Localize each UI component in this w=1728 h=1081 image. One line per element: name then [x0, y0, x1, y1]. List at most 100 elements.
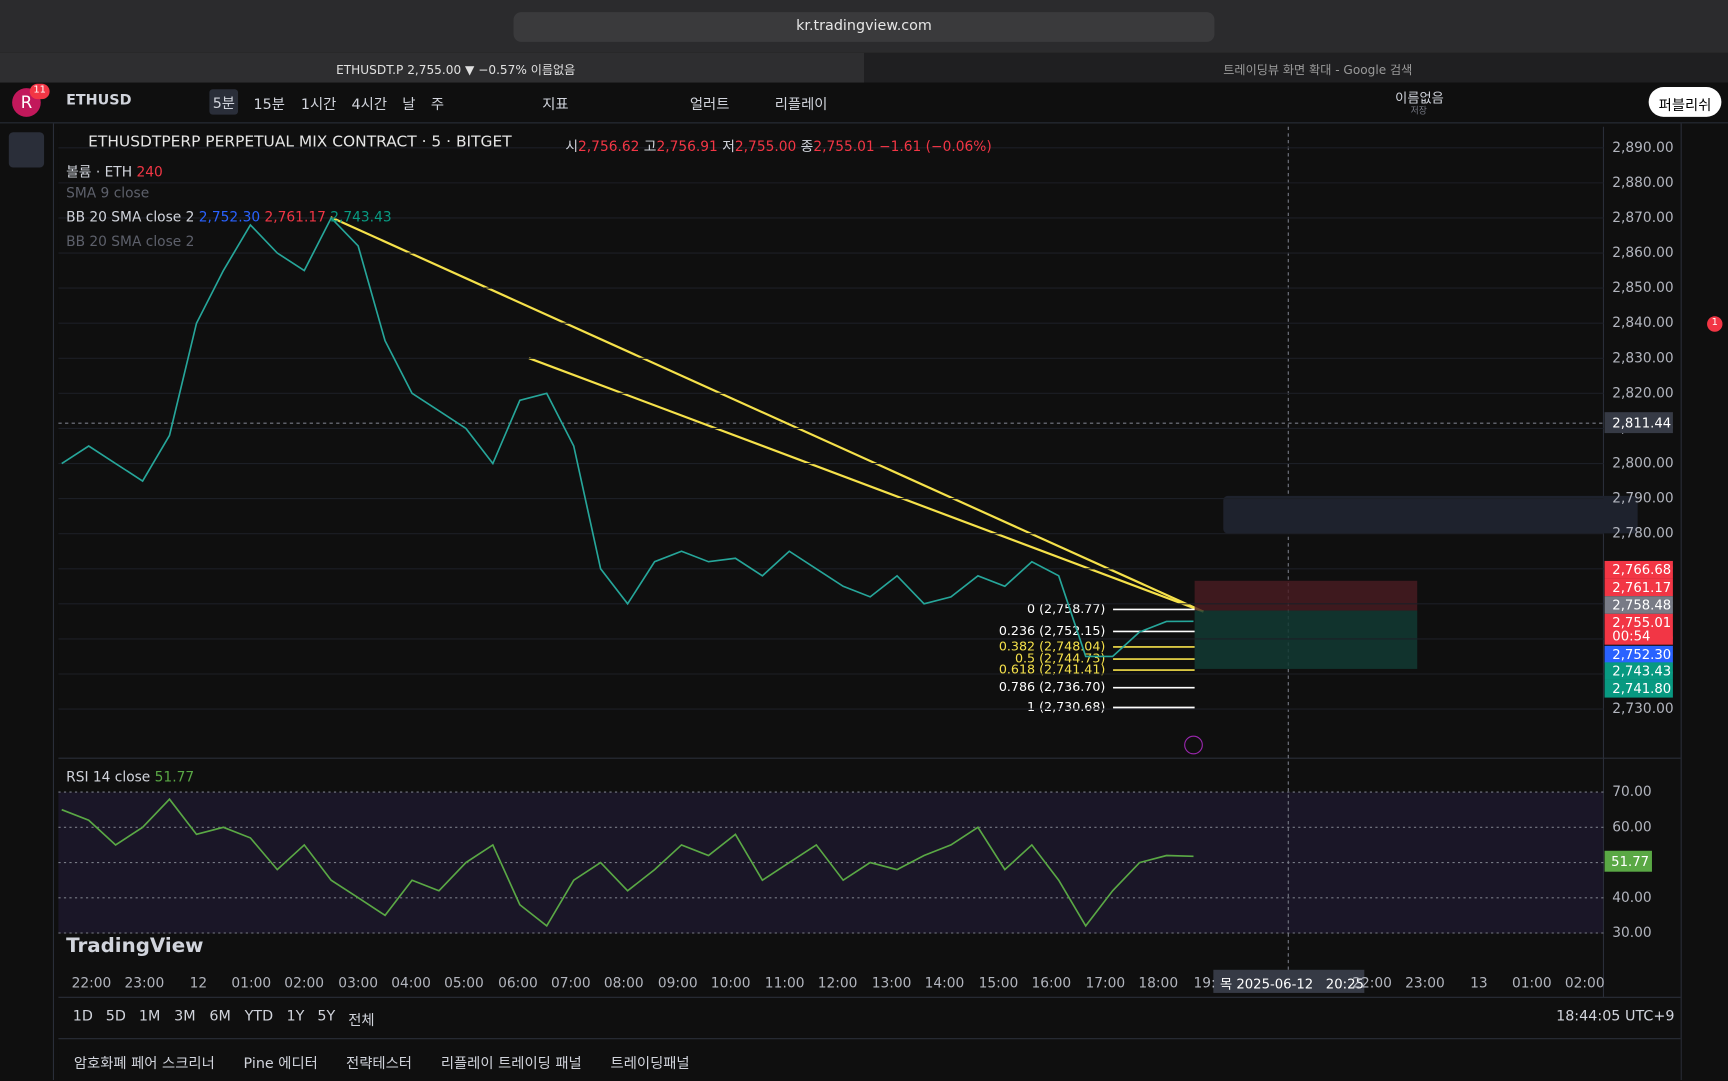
bb-basis: 2,752.30	[198, 208, 261, 225]
logo: TradingView	[66, 934, 203, 957]
symbol-search[interactable]: ETHUSD	[66, 92, 132, 110]
time-label: 09:00	[657, 974, 698, 991]
time-label: 13	[1470, 974, 1488, 991]
time-label: 11:00	[764, 974, 805, 991]
range-button[interactable]: 1M	[138, 1008, 161, 1025]
floating-toolbar[interactable]	[1223, 495, 1638, 534]
event-icon[interactable]	[1184, 735, 1203, 755]
trend-line[interactable]	[330, 216, 1204, 613]
low-label: 저	[722, 137, 735, 155]
bottom-tab[interactable]: 트레이딩패널	[610, 1055, 690, 1073]
time-label: 22:00	[71, 974, 112, 991]
time-label: 04:00	[391, 974, 431, 991]
high-value: 2,756.91	[656, 137, 718, 155]
trend-line[interactable]	[528, 357, 1204, 613]
open-label: 시	[565, 137, 579, 155]
fib-label: 0.786 (2,736.70)	[999, 679, 1106, 694]
url[interactable]: kr.tradingview.com	[796, 17, 932, 35]
tab-title[interactable]: ETHUSDT.P 2,755.00 ▼ −0.57% 이름없음	[336, 62, 576, 78]
interval-button[interactable]: 1시간	[300, 96, 337, 114]
alert-button[interactable]: 얼러트	[689, 96, 730, 114]
time-label: 18:00	[1138, 974, 1179, 991]
rsi-legend: RSI 14 close 51.77	[66, 768, 194, 785]
price-tag-box	[1604, 596, 1673, 614]
bottom-tab[interactable]: 암호화폐 페어 스크리너	[73, 1055, 215, 1073]
price-tag: 2,758.48	[1612, 597, 1672, 613]
fib-label: 0.618 (2,741.41)	[999, 662, 1106, 677]
range-button[interactable]: 5Y	[317, 1008, 336, 1025]
fib-label: 0.382 (2,748.04)	[999, 638, 1106, 653]
y-tick-label: 2,880.00	[1612, 175, 1673, 191]
badge-count: 11	[33, 84, 46, 96]
range-button[interactable]: YTD	[244, 1008, 274, 1025]
interval-button[interactable]: 주	[430, 96, 445, 114]
bottom-tab[interactable]: 전략테스터	[346, 1055, 412, 1073]
publish-label[interactable]: 퍼블리쉬	[1658, 98, 1712, 115]
bb-legend: BB 20 SMA close 2 2,752.30 2,761.17 2,74…	[66, 208, 391, 225]
rsi-label: RSI 14 close	[66, 768, 151, 785]
time-label: 22:00	[1352, 974, 1392, 991]
bottom-panel	[58, 1038, 1681, 1081]
price-tag: 2,752.30	[1612, 646, 1672, 663]
fib-retracement[interactable]: 0 (2,758.77) 0.236 (2,752.15)0.382 (2,748…	[999, 601, 1195, 714]
fib-label: 1 (2,730.68)	[1027, 699, 1105, 714]
long-position-zone[interactable]	[1194, 610, 1418, 669]
open-value: 2,756.62	[578, 137, 640, 155]
time-label: 19:	[1193, 974, 1216, 991]
change: −1.61 (−0.06%)	[879, 137, 992, 155]
drawing-toolbar	[0, 123, 54, 1080]
crosshair-time: 목 2025-06-12 20:25	[1220, 974, 1364, 993]
interval-button[interactable]: 4시간	[351, 96, 388, 114]
interval-button[interactable]: 15분	[253, 96, 285, 114]
publish-button[interactable]	[1648, 87, 1722, 117]
price-tag-box	[1604, 645, 1673, 664]
range-button[interactable]: 1D	[72, 1008, 93, 1025]
y-tick-label: 2,860.00	[1612, 245, 1673, 261]
bb-upper: 2,761.17	[264, 208, 326, 225]
price-tag-box	[1604, 662, 1673, 680]
time-label: 23:00	[1405, 974, 1445, 991]
time-label: 01:00	[1511, 974, 1552, 991]
y-tick-label: 2,730.00	[1612, 701, 1673, 717]
cursor-tool[interactable]	[8, 132, 45, 168]
y-tick-label: 40.00	[1612, 890, 1651, 906]
indicators-button[interactable]: 지표	[542, 96, 569, 114]
interval-button[interactable]: 5분	[209, 89, 239, 115]
clock[interactable]: 18:44:05 UTC+9	[1556, 1008, 1675, 1025]
price-tag: 2,741.80	[1612, 681, 1672, 697]
fib-label: 0.5 (2,744.73)	[1015, 651, 1105, 666]
crosshair-price: 2,811.44	[1612, 415, 1672, 431]
crosshair-price-box	[1604, 412, 1673, 434]
interval-button[interactable]: 날	[402, 96, 416, 114]
rsi-tag-box	[1604, 850, 1652, 872]
price-tag-box	[1604, 578, 1673, 597]
time-label: 02:00	[284, 974, 325, 991]
short-position-zone[interactable]	[1194, 580, 1418, 611]
bb2-legend: BB 20 SMA close 2	[66, 232, 195, 250]
time-label: 17:00	[1085, 974, 1126, 991]
address-bar[interactable]	[513, 12, 1215, 42]
replay-button[interactable]: 리플레이	[774, 96, 828, 114]
volume-value: 240	[136, 163, 163, 180]
range-button[interactable]: 5D	[105, 1008, 126, 1025]
range-button[interactable]: 3M	[174, 1008, 196, 1025]
range-button[interactable]: 전체	[348, 1012, 375, 1030]
y-tick-label: 2,820.00	[1612, 385, 1673, 401]
time-label: 05:00	[444, 974, 484, 991]
bottom-tab[interactable]: Pine 에디터	[243, 1055, 318, 1073]
avatar-letter: R	[20, 92, 33, 113]
countdown: 00:54	[1612, 628, 1651, 644]
bb-label: BB 20 SMA close 2	[66, 208, 195, 225]
range-button[interactable]: 1Y	[286, 1008, 305, 1025]
bottom-tab[interactable]: 리플레이 트레이딩 패널	[440, 1055, 582, 1073]
range-button[interactable]: 6M	[209, 1008, 231, 1025]
active-tab[interactable]	[0, 52, 864, 83]
layout-name[interactable]: 이름없음	[1395, 90, 1444, 106]
time-label: 13:00	[871, 974, 912, 991]
tab-title[interactable]: 트레이딩뷰 화면 확대 - Google 검색	[1223, 62, 1413, 78]
close-label: 종	[800, 137, 814, 155]
app-toolbar	[0, 82, 1728, 124]
y-tick-label: 60.00	[1612, 819, 1651, 835]
price-line	[61, 216, 1194, 658]
time-label: 12	[189, 974, 208, 991]
